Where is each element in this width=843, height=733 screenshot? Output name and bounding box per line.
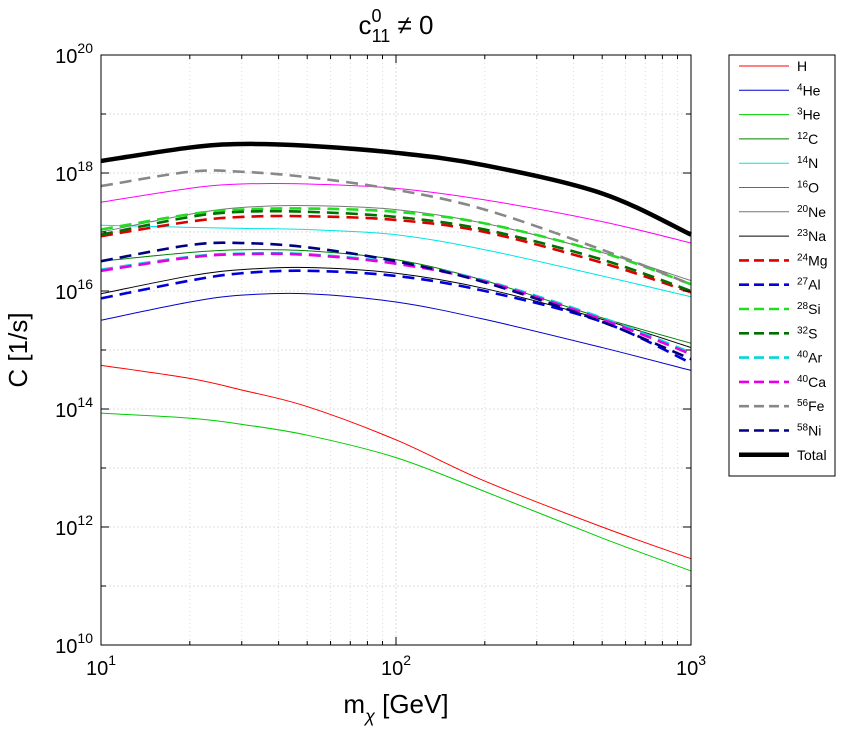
x-axis-label-base: m	[343, 689, 365, 719]
legend-label-40ca: 40Ca	[797, 374, 826, 390]
legend-label-32s: 32S	[797, 325, 817, 341]
legend-label-23na: 23Na	[797, 228, 826, 244]
series-line-14n	[100, 224, 692, 298]
chart-title-base: c	[359, 10, 372, 40]
legend-entries: H 4He 3He 12C 14N 16O 20Ne 23Na 24Mg 27Al 28Si 32S 4…	[739, 58, 828, 463]
x-tick-label: 101	[86, 652, 116, 680]
legend-label-total: Total	[797, 447, 827, 463]
x-axis-label: mχ [GeV]	[343, 689, 448, 726]
chart-title: c0 11 ≠ 0	[359, 6, 434, 46]
y-tick-label: 1018	[55, 158, 93, 186]
y-tick-label: 1012	[55, 512, 93, 540]
chart-title-sup: 0	[372, 6, 382, 26]
y-tick-label: 1020	[55, 40, 93, 68]
y-tick-label: 1010	[55, 630, 93, 658]
x-axis-label-sub: χ	[363, 706, 376, 726]
legend-label-12c: 12C	[797, 131, 818, 147]
legend-label-28si: 28Si	[797, 301, 821, 317]
legend-label-40ar: 40Ar	[797, 350, 822, 366]
series-line-24mg	[100, 214, 692, 294]
legend-label-3he: 3He	[797, 107, 821, 123]
y-tick-label: 1014	[55, 394, 93, 422]
series-line-3he	[100, 412, 692, 572]
y-tick-label: 1016	[55, 276, 93, 304]
legend-label-14n: 14N	[797, 155, 818, 171]
y-axis-label: C [1/s]	[3, 312, 33, 387]
series-line-h	[100, 364, 692, 560]
series-line-58ni	[100, 241, 692, 361]
legend-label-56fe: 56Fe	[797, 398, 825, 414]
legend-label-h: H	[797, 58, 807, 74]
axis-ticks: 101 102 103 1010 1012 1014 1016 1018 1020	[55, 40, 706, 680]
chart-title-sub: 11	[372, 26, 391, 46]
x-tick-label: 102	[381, 652, 411, 680]
legend: H 4He 3He 12C 14N 16O 20Ne 23Na 24Mg 27Al 28Si 32S 4…	[728, 54, 836, 477]
legend-label-27al: 27Al	[797, 277, 821, 293]
x-tick-label: 103	[676, 652, 706, 680]
legend-label-58ni: 58Ni	[797, 423, 821, 439]
legend-label-24mg: 24Mg	[797, 252, 828, 268]
legend-label-20ne: 20Ne	[797, 204, 826, 220]
series-line-40ca	[100, 252, 692, 356]
legend-label-16o: 16O	[797, 180, 819, 196]
legend-label-4he: 4He	[797, 82, 821, 98]
plot-series	[100, 141, 692, 572]
series-line-total	[100, 141, 692, 237]
chart-title-rest: ≠ 0	[390, 10, 433, 40]
series-line-28si	[100, 207, 692, 286]
series-line-4he	[100, 292, 692, 371]
series-line-56fe	[100, 169, 692, 286]
series-line-32s	[100, 209, 692, 293]
x-axis-label-rest: [GeV]	[375, 689, 449, 719]
